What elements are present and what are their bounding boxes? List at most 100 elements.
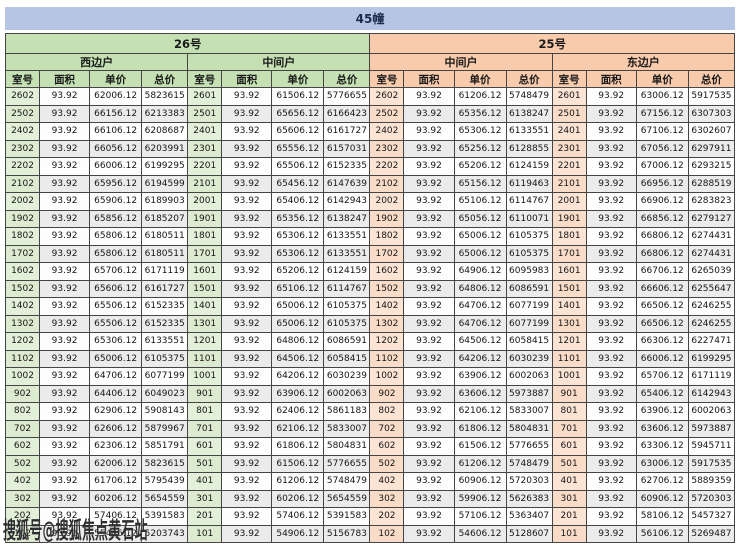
- column-header-unit-price: 单价: [453, 70, 507, 88]
- area-cell: 93.92: [403, 104, 455, 123]
- room-cell: 2302: [4, 139, 41, 158]
- table-row: 802 93.92 62906.12 5908143 801 93.92 62406.12 5…: [4, 402, 736, 421]
- total-price-cell: 6161727: [323, 122, 371, 141]
- unit-price-cell: 63306.12: [635, 437, 689, 456]
- area-cell: 93.92: [39, 192, 91, 211]
- total-price-cell: 5748479: [323, 472, 371, 491]
- room-cell: 501: [187, 454, 223, 473]
- unit-price-cell: 61206.12: [453, 454, 507, 473]
- room-cell: 1302: [369, 314, 405, 333]
- unit-price-cell: 65006.12: [89, 349, 143, 368]
- total-price-cell: 6119463: [505, 174, 553, 193]
- area-cell: 93.92: [39, 87, 91, 106]
- room-cell: 302: [4, 489, 41, 508]
- unit-price-cell: 65306.12: [89, 332, 143, 351]
- unit-price-cell: 54906.12: [271, 524, 325, 543]
- room-cell: 1302: [4, 314, 41, 333]
- area-cell: 93.92: [585, 192, 637, 211]
- area-cell: 93.92: [585, 139, 637, 158]
- unit-price-cell: 62906.12: [89, 402, 143, 421]
- table-row: 1002 93.92 64706.12 6077199 1001 93.92 64206.1…: [4, 367, 736, 386]
- room-cell: 1101: [551, 349, 587, 368]
- room-cell: 1001: [187, 367, 223, 386]
- unit-price-cell: 61506.12: [271, 87, 325, 106]
- total-price-cell: 6180511: [141, 227, 189, 246]
- unit-price-cell: 64506.12: [453, 332, 507, 351]
- room-cell: 1502: [369, 279, 405, 298]
- room-cell: 1902: [369, 209, 405, 228]
- room-cell: 901: [187, 384, 223, 403]
- room-cell: 1202: [369, 332, 405, 351]
- area-cell: 93.92: [403, 174, 455, 193]
- total-price-cell: 5804831: [323, 437, 371, 456]
- total-price-cell: 6142943: [687, 384, 736, 403]
- total-price-cell: 6171119: [687, 367, 736, 386]
- area-cell: 93.92: [403, 454, 455, 473]
- area-cell: 93.92: [221, 402, 273, 421]
- total-price-cell: 6002063: [323, 384, 371, 403]
- room-cell: 1601: [187, 262, 223, 281]
- area-cell: 93.92: [221, 349, 273, 368]
- area-cell: 93.92: [39, 209, 91, 228]
- table-row: 102 93.92 55406.12 5203743 101 93.92 54906.12 5…: [4, 524, 736, 543]
- unit-price-cell: 65406.12: [635, 384, 689, 403]
- total-price-cell: 6030239: [505, 349, 553, 368]
- column-header-area: 面积: [39, 70, 91, 88]
- room-cell: 902: [369, 384, 405, 403]
- unit-price-cell: 64506.12: [271, 349, 325, 368]
- area-cell: 93.92: [585, 524, 637, 543]
- total-price-cell: 6246255: [687, 297, 736, 316]
- unit-price-cell: 65706.12: [89, 262, 143, 281]
- unit-price-cell: 65956.12: [89, 174, 143, 193]
- area-cell: 93.92: [585, 472, 637, 491]
- total-price-cell: 6288519: [687, 174, 736, 193]
- room-cell: 201: [551, 507, 587, 526]
- room-cell: 1401: [551, 297, 587, 316]
- room-cell: 601: [551, 437, 587, 456]
- total-price-cell: 6133551: [323, 227, 371, 246]
- total-price-cell: 6189903: [141, 192, 189, 211]
- room-cell: 1701: [187, 244, 223, 263]
- unit-price-cell: 65106.12: [453, 192, 507, 211]
- total-price-cell: 6138247: [323, 209, 371, 228]
- unit-price-cell: 57406.12: [271, 507, 325, 526]
- unit-price-cell: 65456.12: [271, 174, 325, 193]
- unit-header-middle-26: 中间户: [187, 53, 371, 71]
- room-cell: 2202: [369, 157, 405, 176]
- total-price-cell: 5973887: [505, 384, 553, 403]
- total-price-cell: 5917535: [687, 454, 736, 473]
- area-cell: 93.92: [221, 139, 273, 158]
- area-cell: 93.92: [403, 472, 455, 491]
- unit-price-cell: 63906.12: [271, 384, 325, 403]
- unit-price-cell: 67106.12: [635, 122, 689, 141]
- unit-price-cell: 65306.12: [271, 244, 325, 263]
- table-header: 26号 25号 西边户 中间户 中间户 东边户 室号 面积 单价 总价 室号 面积 单价 总价…: [4, 33, 736, 88]
- column-header-total-price: 总价: [505, 70, 553, 88]
- room-cell: 901: [551, 384, 587, 403]
- total-price-cell: 6208687: [141, 122, 189, 141]
- room-cell: 2401: [187, 122, 223, 141]
- total-price-cell: 5156783: [323, 524, 371, 543]
- total-price-cell: 5851791: [141, 437, 189, 456]
- unit-price-cell: 66706.12: [635, 262, 689, 281]
- total-price-cell: 6194599: [141, 174, 189, 193]
- column-header-row: 室号 面积 单价 总价 室号 面积 单价 总价 室号 面积 单价 总价 室号 面积 单价 总价: [4, 70, 736, 88]
- total-price-cell: 5720303: [505, 472, 553, 491]
- room-cell: 1801: [187, 227, 223, 246]
- column-header-total-price: 总价: [323, 70, 371, 88]
- total-price-cell: 6124159: [323, 262, 371, 281]
- total-price-cell: 6246255: [687, 314, 736, 333]
- unit-price-cell: 62706.12: [635, 472, 689, 491]
- unit-header-middle-25: 中间户: [369, 53, 553, 71]
- room-cell: 1801: [551, 227, 587, 246]
- unit-header-east: 东边户: [551, 53, 736, 71]
- area-cell: 93.92: [585, 454, 637, 473]
- unit-price-cell: 66606.12: [635, 279, 689, 298]
- unit-price-cell: 66506.12: [635, 297, 689, 316]
- total-price-cell: 6185207: [141, 209, 189, 228]
- total-price-cell: 6002063: [505, 367, 553, 386]
- total-price-cell: 5626383: [505, 489, 553, 508]
- total-price-cell: 6199295: [141, 157, 189, 176]
- room-cell: 1902: [4, 209, 41, 228]
- column-header-area: 面积: [403, 70, 455, 88]
